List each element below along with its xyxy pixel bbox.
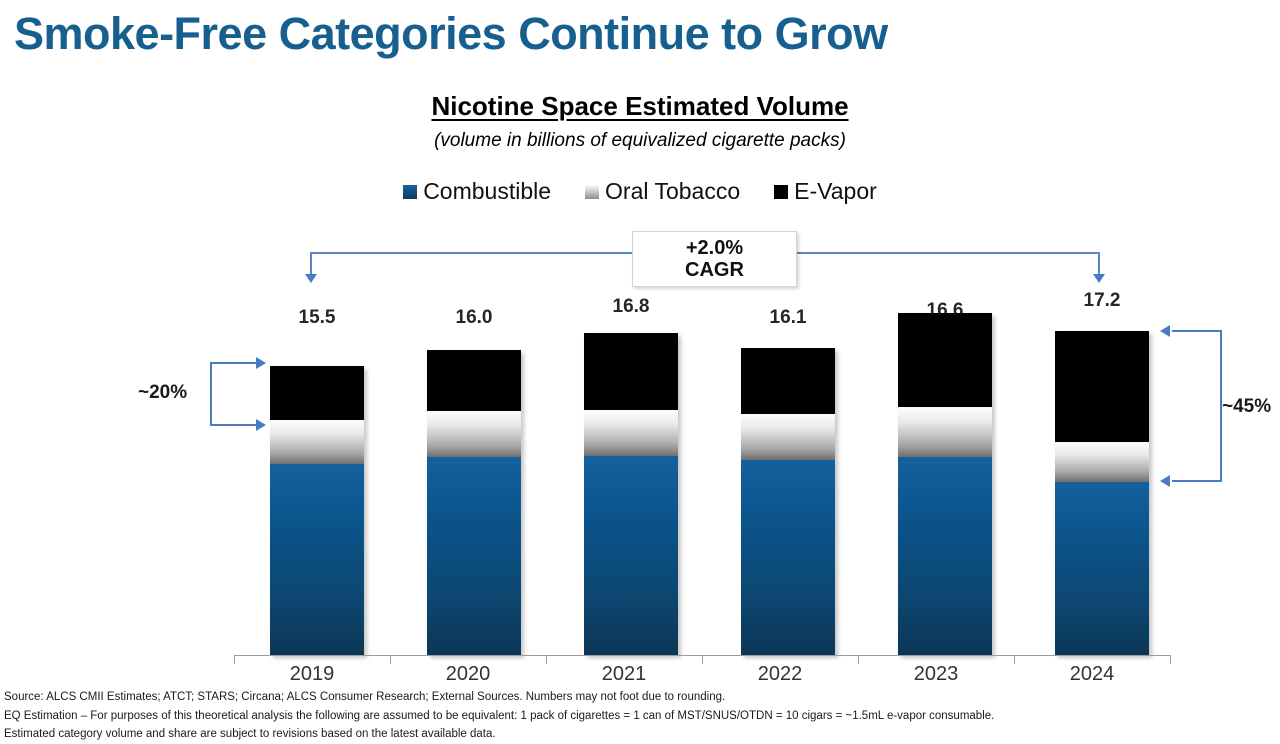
x-axis-tick — [546, 655, 547, 664]
footnote-revisions: Estimated category volume and share are … — [4, 728, 496, 741]
bar-segment-e-vapor-2022 — [741, 348, 835, 414]
cagr-line-left — [310, 252, 634, 254]
bar-segment-combustible-2019 — [270, 464, 364, 655]
bracket-left-bottom-line — [210, 424, 258, 426]
bar-segment-oral-tobacco-2023 — [898, 407, 992, 457]
black-square-icon — [774, 184, 789, 199]
bar-value-2021: 16.8 — [612, 296, 650, 317]
x-axis-tick — [1014, 655, 1015, 664]
bar-value-2022: 16.1 — [769, 307, 807, 328]
page-title: Smoke-Free Categories Continue to Grow — [14, 8, 888, 59]
bar-segment-e-vapor-2021 — [584, 333, 678, 410]
legend-label-e-vapor: E-Vapor — [794, 178, 877, 204]
bracket-left-stem — [210, 362, 212, 426]
legend-label-combustible: Combustible — [423, 178, 552, 204]
legend-item-e-vapor[interactable]: E-Vapor — [774, 178, 877, 205]
bar-segment-e-vapor-2020 — [427, 350, 521, 411]
x-axis-label-2021: 2021 — [601, 663, 647, 685]
x-axis-label-2023: 2023 — [913, 663, 959, 685]
bar-segment-oral-tobacco-2024 — [1055, 442, 1149, 482]
x-axis-tick — [234, 655, 235, 664]
cagr-callout-box: +2.0% CAGR — [632, 231, 797, 287]
bar-segment-e-vapor-2024 — [1055, 331, 1149, 442]
x-axis-label-2019: 2019 — [289, 663, 335, 685]
x-axis-label-2022: 2022 — [757, 663, 803, 685]
cagr-stem-left — [310, 252, 312, 276]
x-axis-tick — [858, 655, 859, 664]
bar-segment-combustible-2024 — [1055, 482, 1149, 655]
x-axis-tick — [702, 655, 703, 664]
x-axis-tick — [390, 655, 391, 664]
bracket-right-top-arrow-icon — [1160, 325, 1170, 337]
bar-value-2020: 16.0 — [455, 307, 493, 328]
bar-segment-combustible-2020 — [427, 457, 521, 655]
footnote-eq-estimation: EQ Estimation – For purposes of this the… — [4, 709, 995, 722]
bracket-right-bottom-arrow-icon — [1160, 475, 1170, 487]
bracket-left-bottom-arrow-icon — [256, 419, 266, 431]
cagr-stem-right — [1098, 252, 1100, 276]
x-axis-label-2020: 2020 — [445, 663, 491, 685]
chart-legend: Combustible Oral Tobacco E-Vapor — [0, 178, 1280, 205]
bracket-left-top-arrow-icon — [256, 357, 266, 369]
chart-title: Nicotine Space Estimated Volume — [431, 91, 849, 121]
left-share-label: ~20% — [138, 382, 188, 403]
bar-segment-e-vapor-2023 — [898, 313, 992, 407]
x-axis-tick — [1170, 655, 1171, 664]
legend-item-combustible[interactable]: Combustible — [403, 178, 551, 205]
legend-item-oral-tobacco[interactable]: Oral Tobacco — [585, 178, 740, 205]
bar-segment-combustible-2022 — [741, 460, 835, 655]
right-share-bracket — [1160, 325, 1222, 487]
bar-segment-oral-tobacco-2019 — [270, 420, 364, 464]
bar-value-2019: 15.5 — [298, 307, 336, 328]
cagr-value: +2.0% — [685, 236, 744, 259]
chart-subtitle: (volume in billions of equivalized cigar… — [434, 129, 846, 151]
bar-segment-oral-tobacco-2022 — [741, 414, 835, 460]
cagr-label: CAGR — [685, 259, 744, 281]
footnotes: Source: ALCS CMII Estimates; ATCT; STARS… — [4, 688, 1274, 744]
bar-segment-oral-tobacco-2021 — [584, 410, 678, 456]
chart-heading: Nicotine Space Estimated Volume (volume … — [0, 91, 1280, 152]
legend-label-oral-tobacco: Oral Tobacco — [605, 178, 741, 204]
x-axis-label-2024: 2024 — [1069, 663, 1115, 685]
bracket-right-stem — [1220, 330, 1222, 482]
bracket-left-top-line — [210, 362, 258, 364]
bar-segment-oral-tobacco-2020 — [427, 411, 521, 457]
footnote-source: Source: ALCS CMII Estimates; ATCT; STARS… — [4, 691, 726, 703]
bar-segment-combustible-2023 — [898, 457, 992, 655]
blue-square-icon — [403, 184, 418, 199]
cagr-arrow-right-icon — [1093, 274, 1105, 283]
bar-segment-e-vapor-2019 — [270, 366, 364, 420]
right-share-label: ~45% — [1222, 396, 1272, 417]
bar-value-2024: 17.2 — [1083, 290, 1121, 311]
cagr-line-right — [796, 252, 1100, 254]
cagr-arrow-left-icon — [305, 274, 317, 283]
bracket-right-top-line — [1172, 330, 1222, 332]
cagr-bracket — [305, 252, 1105, 283]
bar-segment-combustible-2021 — [584, 456, 678, 655]
left-share-bracket — [210, 357, 272, 431]
bracket-right-bottom-line — [1172, 480, 1222, 482]
gray-square-icon — [585, 184, 600, 199]
